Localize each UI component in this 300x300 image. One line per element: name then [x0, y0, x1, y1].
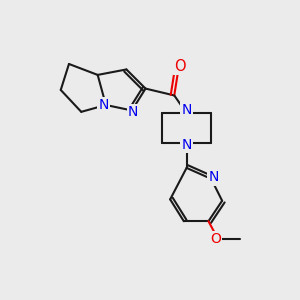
Text: N: N — [182, 103, 192, 118]
Text: O: O — [174, 59, 185, 74]
Text: N: N — [128, 105, 138, 119]
Text: N: N — [208, 170, 219, 184]
Text: O: O — [210, 232, 221, 246]
Text: N: N — [98, 98, 109, 112]
Text: N: N — [182, 138, 192, 152]
